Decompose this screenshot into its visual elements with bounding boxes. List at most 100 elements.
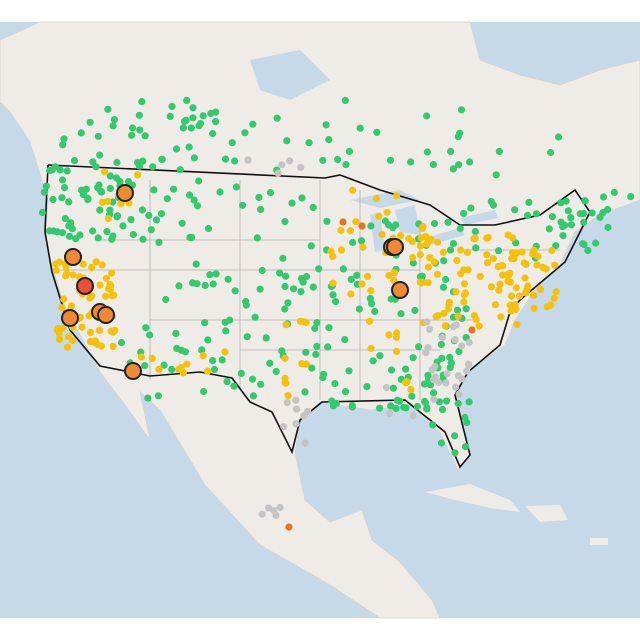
station-dot	[497, 313, 505, 321]
station-dot	[52, 260, 60, 268]
station-dot	[367, 344, 375, 352]
station-dot	[216, 188, 224, 196]
station-dot	[484, 233, 492, 241]
station-dot	[443, 370, 451, 378]
station-dot	[627, 193, 635, 201]
station-dot	[67, 302, 76, 310]
island-cuba	[425, 484, 520, 512]
station-dot	[424, 279, 432, 287]
station-dot	[415, 343, 423, 351]
station-dot	[86, 338, 94, 346]
station-dot	[328, 397, 336, 405]
station-dot	[192, 260, 200, 268]
station-dot	[95, 181, 103, 189]
station-dot	[495, 247, 503, 255]
station-dot	[508, 234, 517, 242]
station-dot	[319, 156, 327, 164]
station-dot	[60, 295, 68, 303]
station-dot	[418, 272, 426, 280]
station-dot	[429, 421, 437, 429]
station-dot	[430, 389, 438, 397]
station-dot	[102, 292, 110, 300]
station-dot	[323, 217, 331, 225]
station-dot	[228, 139, 236, 147]
island-puerto-rico	[590, 538, 608, 545]
station-dot	[65, 232, 74, 240]
station-dot	[463, 418, 471, 427]
station-dot	[345, 147, 353, 155]
station-dot	[363, 272, 372, 280]
station-dot	[407, 158, 415, 166]
station-dot	[129, 230, 137, 239]
station-dot	[470, 235, 478, 243]
station-dot	[385, 221, 393, 229]
station-dot	[325, 136, 333, 144]
station-dot	[218, 356, 226, 364]
station-dot	[476, 272, 484, 280]
station-dot	[195, 122, 203, 130]
station-dot	[297, 275, 306, 283]
station-dot	[200, 387, 208, 396]
station-dot	[231, 157, 239, 165]
station-dot	[495, 147, 503, 155]
station-dot	[89, 227, 97, 235]
station-dot	[58, 229, 66, 237]
station-dot	[96, 326, 104, 334]
station-dot	[96, 206, 104, 214]
station-dot	[97, 188, 106, 196]
station-dot	[283, 137, 291, 145]
station-dot	[431, 363, 439, 371]
station-dot	[284, 299, 292, 307]
station-dot	[580, 210, 588, 218]
station-dot	[533, 261, 541, 269]
station-dot	[339, 218, 347, 226]
station-dot	[251, 313, 259, 321]
station-dot	[451, 449, 459, 457]
station-dot	[358, 222, 366, 230]
station-dot	[176, 166, 184, 174]
station-dot	[160, 361, 168, 369]
station-dot	[423, 148, 431, 156]
station-dot	[178, 219, 186, 227]
station-dot	[78, 323, 86, 331]
station-dot	[512, 284, 520, 292]
station-dot	[325, 324, 333, 332]
station-dot	[237, 369, 245, 377]
station-dot	[222, 327, 230, 335]
station-dot	[376, 404, 384, 412]
station-dot	[187, 124, 195, 132]
station-dot	[239, 201, 247, 209]
station-dot	[182, 116, 190, 124]
station-dot	[51, 163, 60, 171]
station-dot	[86, 118, 94, 126]
station-dot	[376, 352, 384, 360]
station-dot	[272, 511, 280, 519]
station-dot	[78, 186, 86, 194]
station-dot	[298, 360, 306, 368]
station-dot	[223, 378, 231, 386]
station-dot	[599, 193, 608, 201]
station-dot	[433, 238, 442, 246]
station-dot	[100, 168, 108, 176]
station-dot	[460, 298, 468, 306]
station-dot	[451, 336, 459, 344]
station-dot	[179, 124, 187, 132]
station-dot	[447, 147, 455, 155]
station-dot	[409, 254, 417, 262]
station-dot	[257, 380, 265, 388]
station-dot	[276, 503, 284, 512]
station-dot	[392, 333, 400, 341]
station-dot	[148, 354, 156, 362]
station-dot	[149, 163, 157, 171]
station-dot	[150, 186, 158, 194]
station-dot	[288, 199, 296, 207]
station-dot	[357, 237, 366, 245]
station-dot	[286, 157, 294, 165]
station-dot	[292, 420, 300, 428]
station-dot	[440, 309, 448, 317]
station-dot	[249, 392, 257, 400]
station-dot	[515, 292, 524, 300]
station-dot	[195, 177, 203, 185]
station-dot	[185, 143, 193, 151]
